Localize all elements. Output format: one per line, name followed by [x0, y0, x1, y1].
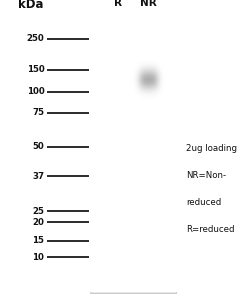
- Text: 250: 250: [27, 34, 44, 43]
- Text: 10: 10: [33, 253, 44, 262]
- Text: 2ug loading: 2ug loading: [186, 144, 237, 153]
- Bar: [90, 12, 176, 292]
- Text: 75: 75: [32, 109, 44, 118]
- Text: 100: 100: [27, 87, 44, 96]
- Text: reduced: reduced: [186, 198, 221, 207]
- Text: 25: 25: [33, 207, 44, 216]
- Text: 150: 150: [27, 65, 44, 74]
- Text: R: R: [114, 0, 122, 8]
- Text: 15: 15: [33, 236, 44, 245]
- Text: kDa: kDa: [18, 0, 44, 11]
- Text: R=reduced: R=reduced: [186, 225, 234, 234]
- Text: NR=Non-: NR=Non-: [186, 171, 226, 180]
- Text: NR: NR: [140, 0, 157, 8]
- Text: 50: 50: [33, 142, 44, 151]
- Text: 37: 37: [32, 172, 44, 181]
- Text: 20: 20: [33, 218, 44, 227]
